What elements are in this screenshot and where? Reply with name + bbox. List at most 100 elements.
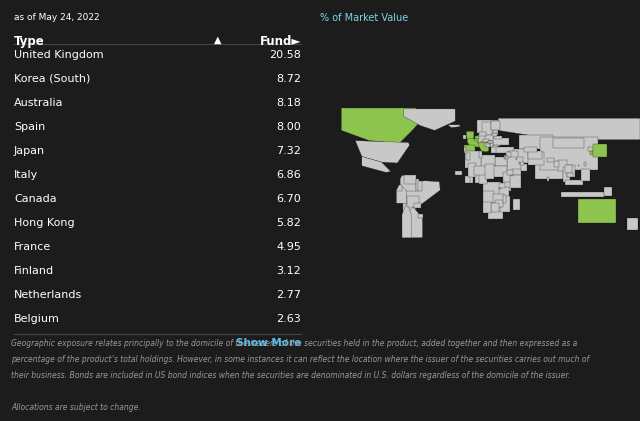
Polygon shape <box>483 191 494 203</box>
Polygon shape <box>465 176 470 183</box>
Polygon shape <box>627 218 638 230</box>
Polygon shape <box>493 131 498 133</box>
Text: Spain: Spain <box>14 122 45 132</box>
Polygon shape <box>496 147 514 153</box>
Polygon shape <box>581 169 589 181</box>
Polygon shape <box>493 194 504 203</box>
Polygon shape <box>499 183 505 188</box>
Text: 5.82: 5.82 <box>276 218 301 228</box>
Polygon shape <box>488 141 493 143</box>
Text: 8.72: 8.72 <box>276 74 301 84</box>
Polygon shape <box>493 141 500 146</box>
Polygon shape <box>468 175 473 183</box>
Polygon shape <box>449 125 460 128</box>
Text: ▲: ▲ <box>214 35 221 45</box>
Polygon shape <box>505 155 506 156</box>
Polygon shape <box>513 199 520 210</box>
Polygon shape <box>414 203 420 208</box>
Polygon shape <box>463 147 467 152</box>
Polygon shape <box>513 149 532 163</box>
Polygon shape <box>503 172 517 184</box>
Polygon shape <box>528 151 542 159</box>
Polygon shape <box>488 207 503 219</box>
Text: 2.63: 2.63 <box>276 314 301 324</box>
Polygon shape <box>483 139 489 141</box>
Polygon shape <box>567 165 575 177</box>
Polygon shape <box>504 182 511 191</box>
Polygon shape <box>487 141 493 144</box>
Polygon shape <box>563 167 570 182</box>
Text: 20.58: 20.58 <box>269 50 301 60</box>
Text: Korea (South): Korea (South) <box>14 74 90 84</box>
Polygon shape <box>493 138 509 145</box>
Polygon shape <box>479 132 486 136</box>
Polygon shape <box>475 136 479 139</box>
Polygon shape <box>492 132 498 135</box>
Polygon shape <box>516 158 517 160</box>
Polygon shape <box>479 143 489 152</box>
Polygon shape <box>396 184 402 191</box>
Polygon shape <box>561 192 604 197</box>
Text: Finland: Finland <box>14 266 54 276</box>
Polygon shape <box>488 141 493 143</box>
Polygon shape <box>510 175 520 188</box>
Polygon shape <box>547 158 554 162</box>
Text: Geographic exposure relates principally to the domicile of the issuers of the se: Geographic exposure relates principally … <box>11 339 577 348</box>
Polygon shape <box>518 135 553 149</box>
Text: as of May 24, 2022: as of May 24, 2022 <box>14 13 100 22</box>
Polygon shape <box>565 165 572 173</box>
Polygon shape <box>511 175 513 176</box>
Polygon shape <box>468 163 476 177</box>
Polygon shape <box>486 144 490 147</box>
Polygon shape <box>479 151 483 158</box>
Polygon shape <box>506 157 524 171</box>
Polygon shape <box>418 181 422 191</box>
Polygon shape <box>463 135 467 139</box>
Polygon shape <box>455 171 461 175</box>
Polygon shape <box>491 203 499 212</box>
Polygon shape <box>479 174 487 184</box>
Polygon shape <box>547 177 548 181</box>
Polygon shape <box>485 135 494 141</box>
Polygon shape <box>584 162 586 166</box>
Polygon shape <box>498 118 640 140</box>
Polygon shape <box>499 187 509 197</box>
Polygon shape <box>463 145 475 153</box>
Text: 6.86: 6.86 <box>276 170 301 180</box>
Text: 4.95: 4.95 <box>276 242 301 252</box>
Polygon shape <box>396 187 406 203</box>
Polygon shape <box>474 166 486 175</box>
Text: 3.12: 3.12 <box>276 266 301 276</box>
Polygon shape <box>588 147 593 151</box>
Text: Fund►: Fund► <box>260 35 301 48</box>
Polygon shape <box>403 207 422 238</box>
Polygon shape <box>404 175 416 184</box>
Polygon shape <box>499 188 501 189</box>
Polygon shape <box>484 143 490 146</box>
Polygon shape <box>493 145 498 148</box>
Polygon shape <box>481 141 488 144</box>
Polygon shape <box>491 147 497 153</box>
Polygon shape <box>477 135 486 143</box>
Polygon shape <box>474 139 477 141</box>
Text: United Kingdom: United Kingdom <box>14 50 104 60</box>
Polygon shape <box>604 187 612 196</box>
Polygon shape <box>491 121 500 131</box>
Polygon shape <box>528 152 544 165</box>
Text: 2.77: 2.77 <box>276 290 301 300</box>
Text: Canada: Canada <box>14 194 56 204</box>
Text: % of Market Value: % of Market Value <box>320 13 408 24</box>
Text: Allocations are subject to change.: Allocations are subject to change. <box>11 403 141 412</box>
Polygon shape <box>406 196 419 207</box>
Polygon shape <box>540 137 598 170</box>
Polygon shape <box>503 195 506 203</box>
Polygon shape <box>500 196 510 212</box>
Polygon shape <box>477 141 481 144</box>
Text: 8.00: 8.00 <box>276 122 301 132</box>
Polygon shape <box>483 122 494 135</box>
Polygon shape <box>418 214 422 218</box>
Text: 8.18: 8.18 <box>276 98 301 108</box>
Polygon shape <box>506 152 511 157</box>
Polygon shape <box>512 169 522 175</box>
Polygon shape <box>491 121 500 131</box>
